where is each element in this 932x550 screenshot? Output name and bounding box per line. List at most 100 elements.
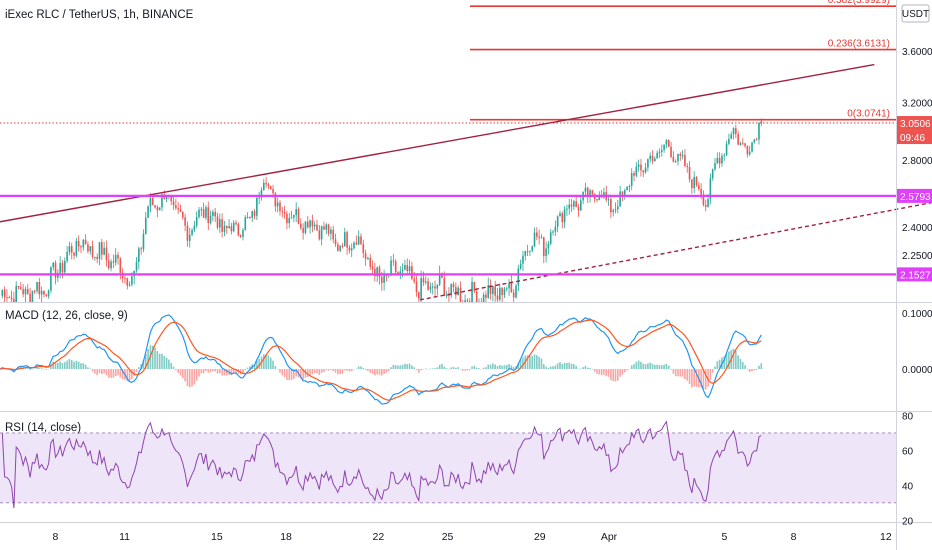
candle-body [545, 248, 547, 257]
macd-histogram-bar [121, 369, 124, 380]
macd-histogram-bar [219, 369, 221, 374]
price-tick-label: 2.8000 [902, 156, 932, 167]
macd-histogram-bar [732, 348, 735, 370]
candle-body [179, 209, 182, 212]
candle-body [485, 294, 487, 298]
macd-histogram-bar [369, 369, 372, 373]
candle-body [688, 167, 691, 180]
candle-body [272, 189, 274, 194]
candle-body [612, 210, 615, 213]
macd-histogram-bar [385, 369, 388, 373]
candle-body [112, 261, 115, 263]
candle-body [554, 226, 557, 232]
macd-pane[interactable] [0, 303, 896, 411]
macd-histogram-bar [644, 364, 647, 370]
candle-body [556, 216, 559, 227]
macd-histogram-bar [647, 363, 649, 370]
candle-body [459, 287, 462, 302]
time-tick-label: 5 [721, 531, 727, 543]
macd-histogram-bar [221, 369, 223, 376]
rsi-tick-label: 20 [902, 516, 914, 527]
macd-histogram-bar [306, 369, 309, 378]
macd-title[interactable]: MACD (12, 26, close, 9) [5, 310, 128, 322]
price-tick-label: 2.2500 [902, 251, 932, 262]
candle-body [401, 269, 404, 272]
macd-histogram-bar [45, 369, 48, 370]
candle-body [744, 143, 746, 147]
macd-histogram-bar [82, 363, 85, 370]
candle-body [566, 208, 568, 210]
candle-body [237, 224, 240, 236]
candle-body [126, 278, 129, 286]
currency-tag[interactable] [901, 4, 930, 23]
macd-histogram-bar [455, 367, 457, 370]
candle-body [77, 241, 80, 247]
candle-body [644, 167, 647, 173]
candle-body [448, 295, 450, 297]
macd-histogram-bar [36, 366, 38, 370]
time-tick-label: 12 [880, 531, 892, 543]
fib-level-label: 0.236(3.6131) [828, 39, 890, 50]
price-pane[interactable] [0, 0, 896, 302]
macd-histogram-bar [216, 369, 219, 374]
macd-histogram-bar [101, 369, 103, 375]
macd-histogram-bar [478, 368, 480, 370]
candle-body [542, 237, 545, 257]
macd-histogram-bar [485, 367, 487, 370]
macd-histogram-bar [212, 369, 214, 372]
candle-body [695, 177, 698, 186]
macd-histogram-bar [91, 369, 94, 372]
candle-body [413, 278, 416, 282]
fib-level-label: 0(3.0741) [847, 109, 890, 120]
candle-body [131, 276, 133, 285]
macd-histogram-bar [494, 364, 496, 370]
price-axis[interactable]: 2.2500 2.4000 2.8000 3.2000 3.6000 [902, 47, 932, 262]
candle-body [663, 144, 665, 151]
horizontal-line-price-badge: 2.1527 [900, 270, 931, 281]
macd-histogram-bar [568, 362, 571, 370]
macd-histogram-bar [188, 369, 191, 388]
candle-body [154, 205, 156, 208]
macd-histogram-bar [686, 369, 689, 381]
symbol-title[interactable]: iExec RLC / TetherUS, 1h, BINANCE [5, 9, 194, 21]
macd-histogram-bar [570, 363, 573, 370]
candle-body [306, 221, 309, 228]
macd-histogram-bar [348, 369, 351, 372]
candle-body [670, 146, 672, 157]
candle-body [526, 251, 529, 253]
macd-histogram-bar [142, 359, 145, 370]
macd-histogram-bar [96, 369, 98, 376]
macd-histogram-bar [288, 369, 291, 381]
candle-body [24, 289, 27, 295]
candle-body [573, 201, 575, 207]
macd-histogram-bar [40, 368, 43, 370]
candle-body [630, 173, 633, 186]
candle-body [50, 267, 52, 291]
rsi-axis[interactable]: 80 60 40 20 [902, 411, 914, 527]
candle-body [718, 157, 721, 164]
time-axis[interactable]: 8 11 15 18 22 25 29 Apr 5 8 12 [52, 531, 891, 543]
candle-body [723, 155, 726, 157]
candle-body [156, 207, 159, 211]
candle-body [466, 300, 469, 302]
candle-body [246, 216, 249, 218]
candle-body [297, 209, 300, 224]
candle-body [711, 169, 714, 179]
candle-body [654, 158, 656, 162]
macd-histogram-bar [482, 367, 485, 370]
candle-body [332, 229, 335, 240]
macd-histogram-bar [505, 364, 508, 370]
macd-histogram-bar [353, 369, 355, 370]
macd-histogram-bar [276, 368, 279, 370]
macd-histogram-bar [739, 359, 742, 370]
macd-histogram-bar [89, 368, 92, 370]
macd-histogram-bar [387, 369, 390, 372]
candle-body [473, 281, 476, 292]
macd-histogram-bar [225, 369, 228, 376]
candle-body [1, 289, 4, 296]
macd-histogram-bar [202, 369, 205, 374]
rsi-title[interactable]: RSI (14, close) [5, 422, 81, 434]
macd-axis[interactable]: 0.1000 0.0000 [902, 309, 932, 376]
price-tick-label: 3.2000 [902, 98, 932, 109]
